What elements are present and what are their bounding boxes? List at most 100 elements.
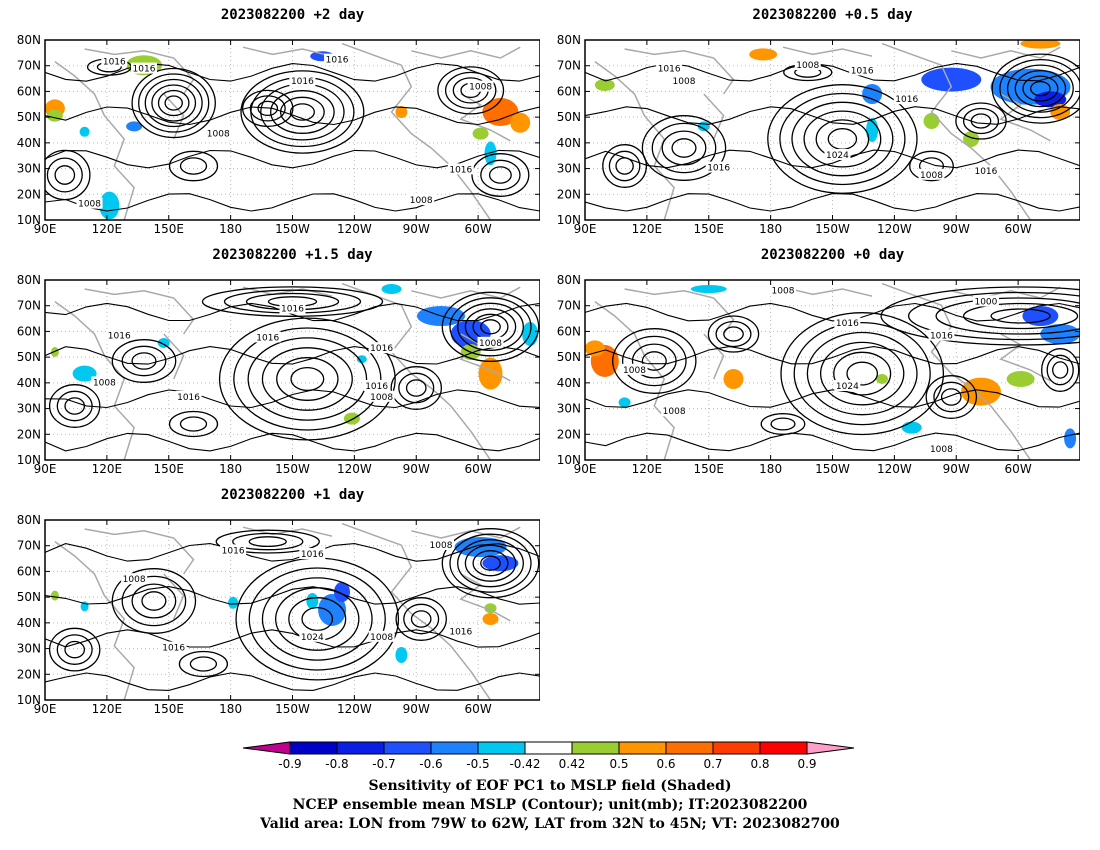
sensitivity-shading [395,106,408,118]
y-tick-label: 60N [17,324,41,338]
x-tick-label: 60W [465,462,492,476]
coastline [459,333,511,382]
pressure-contour [45,432,540,452]
x-tick-label: 90E [574,222,597,236]
pressure-contour [962,302,1079,330]
pressure-contour [444,71,497,110]
contour-label: 1016 [449,627,472,637]
y-tick-label: 20N [17,427,41,441]
pressure-contour [449,297,532,357]
pressure-contour [405,379,427,397]
x-tick-label: 180 [219,222,242,236]
pressure-contour [791,101,894,177]
contour-label: 1016 [930,332,953,342]
pressure-contour [48,384,101,428]
pressure-contour [410,610,432,628]
pressure-contour [144,78,203,128]
pressure-contour [179,416,208,432]
pressure-contour [249,95,286,122]
colorbar-tick-label: -0.5 [466,757,489,771]
pressure-contour [767,84,918,194]
colorbar-tick-label: 0.7 [703,757,722,771]
contour-label: 1016 [177,393,200,403]
contour-label: 1008 [623,366,646,376]
y-tick-label: 80N [557,33,581,47]
colorbar-swatch [665,741,714,755]
x-tick-label: 90E [34,702,57,716]
contour-label-bg [299,630,326,642]
contour-label: 1000 [974,297,997,307]
x-tick-label: 60W [1005,462,1032,476]
pressure-contour [121,575,187,627]
pressure-contour [612,328,697,394]
pressure-contour [441,291,540,362]
pressure-contour [141,591,167,611]
contour-label: 1008 [469,83,492,93]
pressure-contour [585,302,1080,322]
pressure-contour [46,157,83,193]
coastline [459,573,511,622]
pressure-contour [671,138,697,158]
pressure-contour [201,286,384,317]
y-tick-label: 80N [17,273,41,287]
pressure-contour [247,337,368,421]
y-tick-label: 10N [557,213,581,227]
pressure-contour [45,193,540,212]
pressure-contour [641,115,727,181]
coastline [999,333,1051,382]
sensitivity-shading [963,131,980,147]
pressure-contour [621,335,687,387]
x-tick-label: 90E [34,462,57,476]
pressure-contour [248,567,386,671]
y-tick-label: 10N [557,453,581,467]
sensitivity-shading [749,48,778,61]
pressure-contour [661,130,707,166]
pressure-contour [480,159,521,191]
pressure-contour [54,165,76,185]
coastline [163,93,185,140]
x-tick-label: 150W [275,222,310,236]
contour-label-bg [205,127,232,139]
pressure-contour [45,389,540,409]
x-tick-label: 90W [943,462,970,476]
contour-label-bg [368,342,395,354]
contour-label-bg [254,331,281,343]
colorbar: -0.9 -0.8 -0.7 -0.6 -0.5 -0.42 0.42 0.5 0.6 0.7 0.… [242,741,855,771]
sensitivity-shading [921,67,982,92]
pressure-contour [651,122,717,174]
sensitivity-shading [690,285,727,293]
contour-label-bg [467,80,494,92]
pressure-contour [602,144,648,188]
contour-label-bg [447,625,474,637]
contour-label-bg [106,329,133,341]
contour-label-bg [299,548,326,559]
x-tick-label: 150W [275,462,310,476]
pressure-contour [395,597,447,641]
contour-label: 1008 [663,407,686,417]
contour-label: 1016 [658,65,681,75]
contour-label: 1008 [673,77,696,87]
y-tick-label: 20N [17,187,41,201]
x-tick-label: 150W [275,702,310,716]
panel-title: 2023082200 +1 day [220,487,365,503]
pressure-contour [819,341,905,406]
pressure-contour [45,629,540,648]
coastline [84,48,195,95]
contour-label-bg [101,55,128,67]
x-tick-label: 90W [943,222,970,236]
sensitivity-shading [1006,371,1035,387]
contour-label: 1008 [410,196,433,206]
contour-label-bg [477,336,504,348]
y-tick-label: 60N [557,324,581,338]
colorbar-swatch [430,741,479,755]
pressure-contour [131,67,216,139]
sensitivity-shading [862,84,883,104]
pressure-contour [131,583,177,619]
pressure-contour [131,352,157,370]
contour-label: 1016 [449,165,472,175]
pressure-contour [45,302,540,322]
contour-label-bg [824,149,851,160]
pressure-contour [390,366,442,410]
pressure-contour [803,110,882,168]
